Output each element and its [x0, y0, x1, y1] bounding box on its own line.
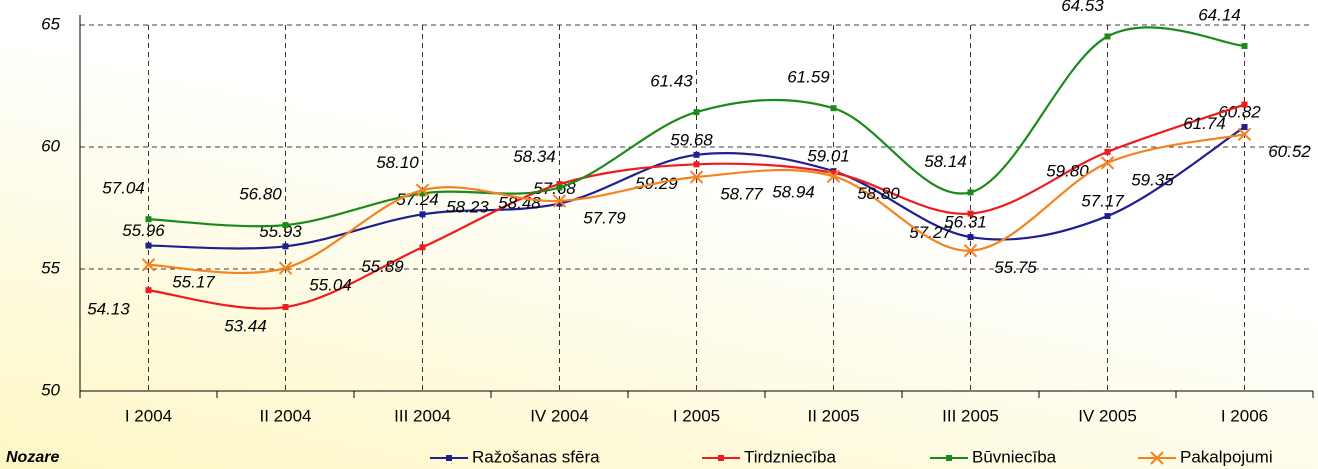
- data-label: 58.48: [498, 194, 541, 213]
- x-tick-label: III 2004: [394, 406, 451, 425]
- y-tick-label: 55: [41, 258, 60, 277]
- series-line: [148, 26, 1245, 228]
- data-label: 55.75: [994, 258, 1037, 277]
- marker: [689, 170, 704, 184]
- legend-marker: [946, 455, 952, 461]
- marker: [556, 184, 563, 191]
- data-label: 61.74: [1183, 114, 1226, 133]
- y-tick-label: 60: [41, 136, 60, 155]
- data-label: 64.14: [1198, 5, 1241, 24]
- x-tick-label: II 2004: [260, 406, 312, 425]
- legend-marker: [446, 455, 452, 461]
- data-label: 60.52: [1268, 142, 1311, 161]
- marker: [556, 181, 563, 188]
- data-label: 57.79: [583, 208, 626, 227]
- legend-label: Tirdzniecība: [744, 447, 837, 466]
- data-label: 56.31: [944, 213, 987, 232]
- data-label: 58.10: [376, 153, 419, 172]
- data-label: 58.23: [446, 198, 489, 217]
- marker: [1237, 127, 1252, 142]
- data-label: 61.59: [787, 68, 830, 87]
- data-label: 55.17: [172, 272, 215, 291]
- marker: [278, 261, 293, 275]
- marker: [556, 200, 563, 207]
- marker: [419, 244, 426, 251]
- legend-label: Pakalpojumi: [1180, 447, 1273, 466]
- marker: [830, 105, 837, 112]
- data-label: 58.14: [924, 152, 967, 171]
- data-label: 53.44: [224, 317, 267, 336]
- legend-marker: [1150, 451, 1164, 465]
- marker: [963, 243, 978, 258]
- marker: [967, 189, 974, 196]
- data-label: 55.89: [361, 257, 404, 276]
- x-tick-label: IV 2004: [530, 406, 589, 425]
- x-tick-label: I 2005: [673, 406, 720, 425]
- data-label: 55.96: [122, 221, 165, 240]
- data-label: 61.43: [650, 72, 693, 91]
- data-label: 57.17: [1081, 192, 1124, 211]
- marker: [1100, 156, 1115, 170]
- legend-label: Būvniecība: [972, 447, 1057, 466]
- data-label: 59.68: [670, 130, 713, 149]
- x-tick-label: I 2006: [1221, 406, 1268, 425]
- data-label: 55.04: [309, 276, 352, 295]
- marker: [145, 216, 152, 223]
- data-label: 59.01: [807, 147, 850, 166]
- marker: [552, 194, 567, 208]
- data-label: 57.27: [909, 223, 952, 242]
- marker: [415, 183, 430, 197]
- marker: [1104, 213, 1111, 220]
- marker: [693, 109, 700, 116]
- marker: [830, 169, 837, 176]
- data-label: 59.80: [1046, 161, 1089, 180]
- data-label: 59.35: [1131, 170, 1174, 189]
- marker: [1241, 101, 1248, 108]
- marker: [1241, 123, 1248, 130]
- marker: [693, 151, 700, 158]
- marker: [1104, 33, 1111, 40]
- marker: [967, 210, 974, 217]
- data-label: 58.34: [513, 147, 556, 166]
- x-tick-label: III 2005: [942, 406, 999, 425]
- marker: [282, 304, 289, 311]
- marker: [145, 242, 152, 249]
- marker: [1104, 148, 1111, 155]
- x-tick-label: II 2005: [808, 406, 860, 425]
- x-tick-label: I 2004: [125, 406, 172, 425]
- data-label: 54.13: [87, 300, 130, 319]
- marker: [419, 190, 426, 197]
- data-label: 58.80: [857, 184, 900, 203]
- data-label: 58.77: [720, 184, 763, 203]
- marker: [419, 211, 426, 218]
- data-label: 57.04: [102, 179, 145, 198]
- marker: [282, 243, 289, 250]
- y-tick-label: 65: [41, 14, 60, 33]
- marker: [141, 258, 156, 272]
- marker: [693, 161, 700, 168]
- x-tick-label: IV 2005: [1078, 406, 1137, 425]
- marker: [826, 169, 841, 183]
- marker: [1241, 42, 1248, 49]
- data-label: 58.94: [772, 182, 815, 201]
- y-tick-label: 50: [41, 380, 60, 399]
- data-label: 56.80: [239, 185, 282, 204]
- marker: [282, 222, 289, 229]
- data-label: 64.53: [1061, 0, 1104, 15]
- legend-marker: [718, 455, 724, 461]
- data-label: 60.82: [1218, 102, 1261, 121]
- marker: [967, 234, 974, 241]
- marker: [145, 287, 152, 294]
- axis-title: Nozare: [6, 449, 59, 466]
- legend-label: Ražošanas sfēra: [472, 447, 600, 466]
